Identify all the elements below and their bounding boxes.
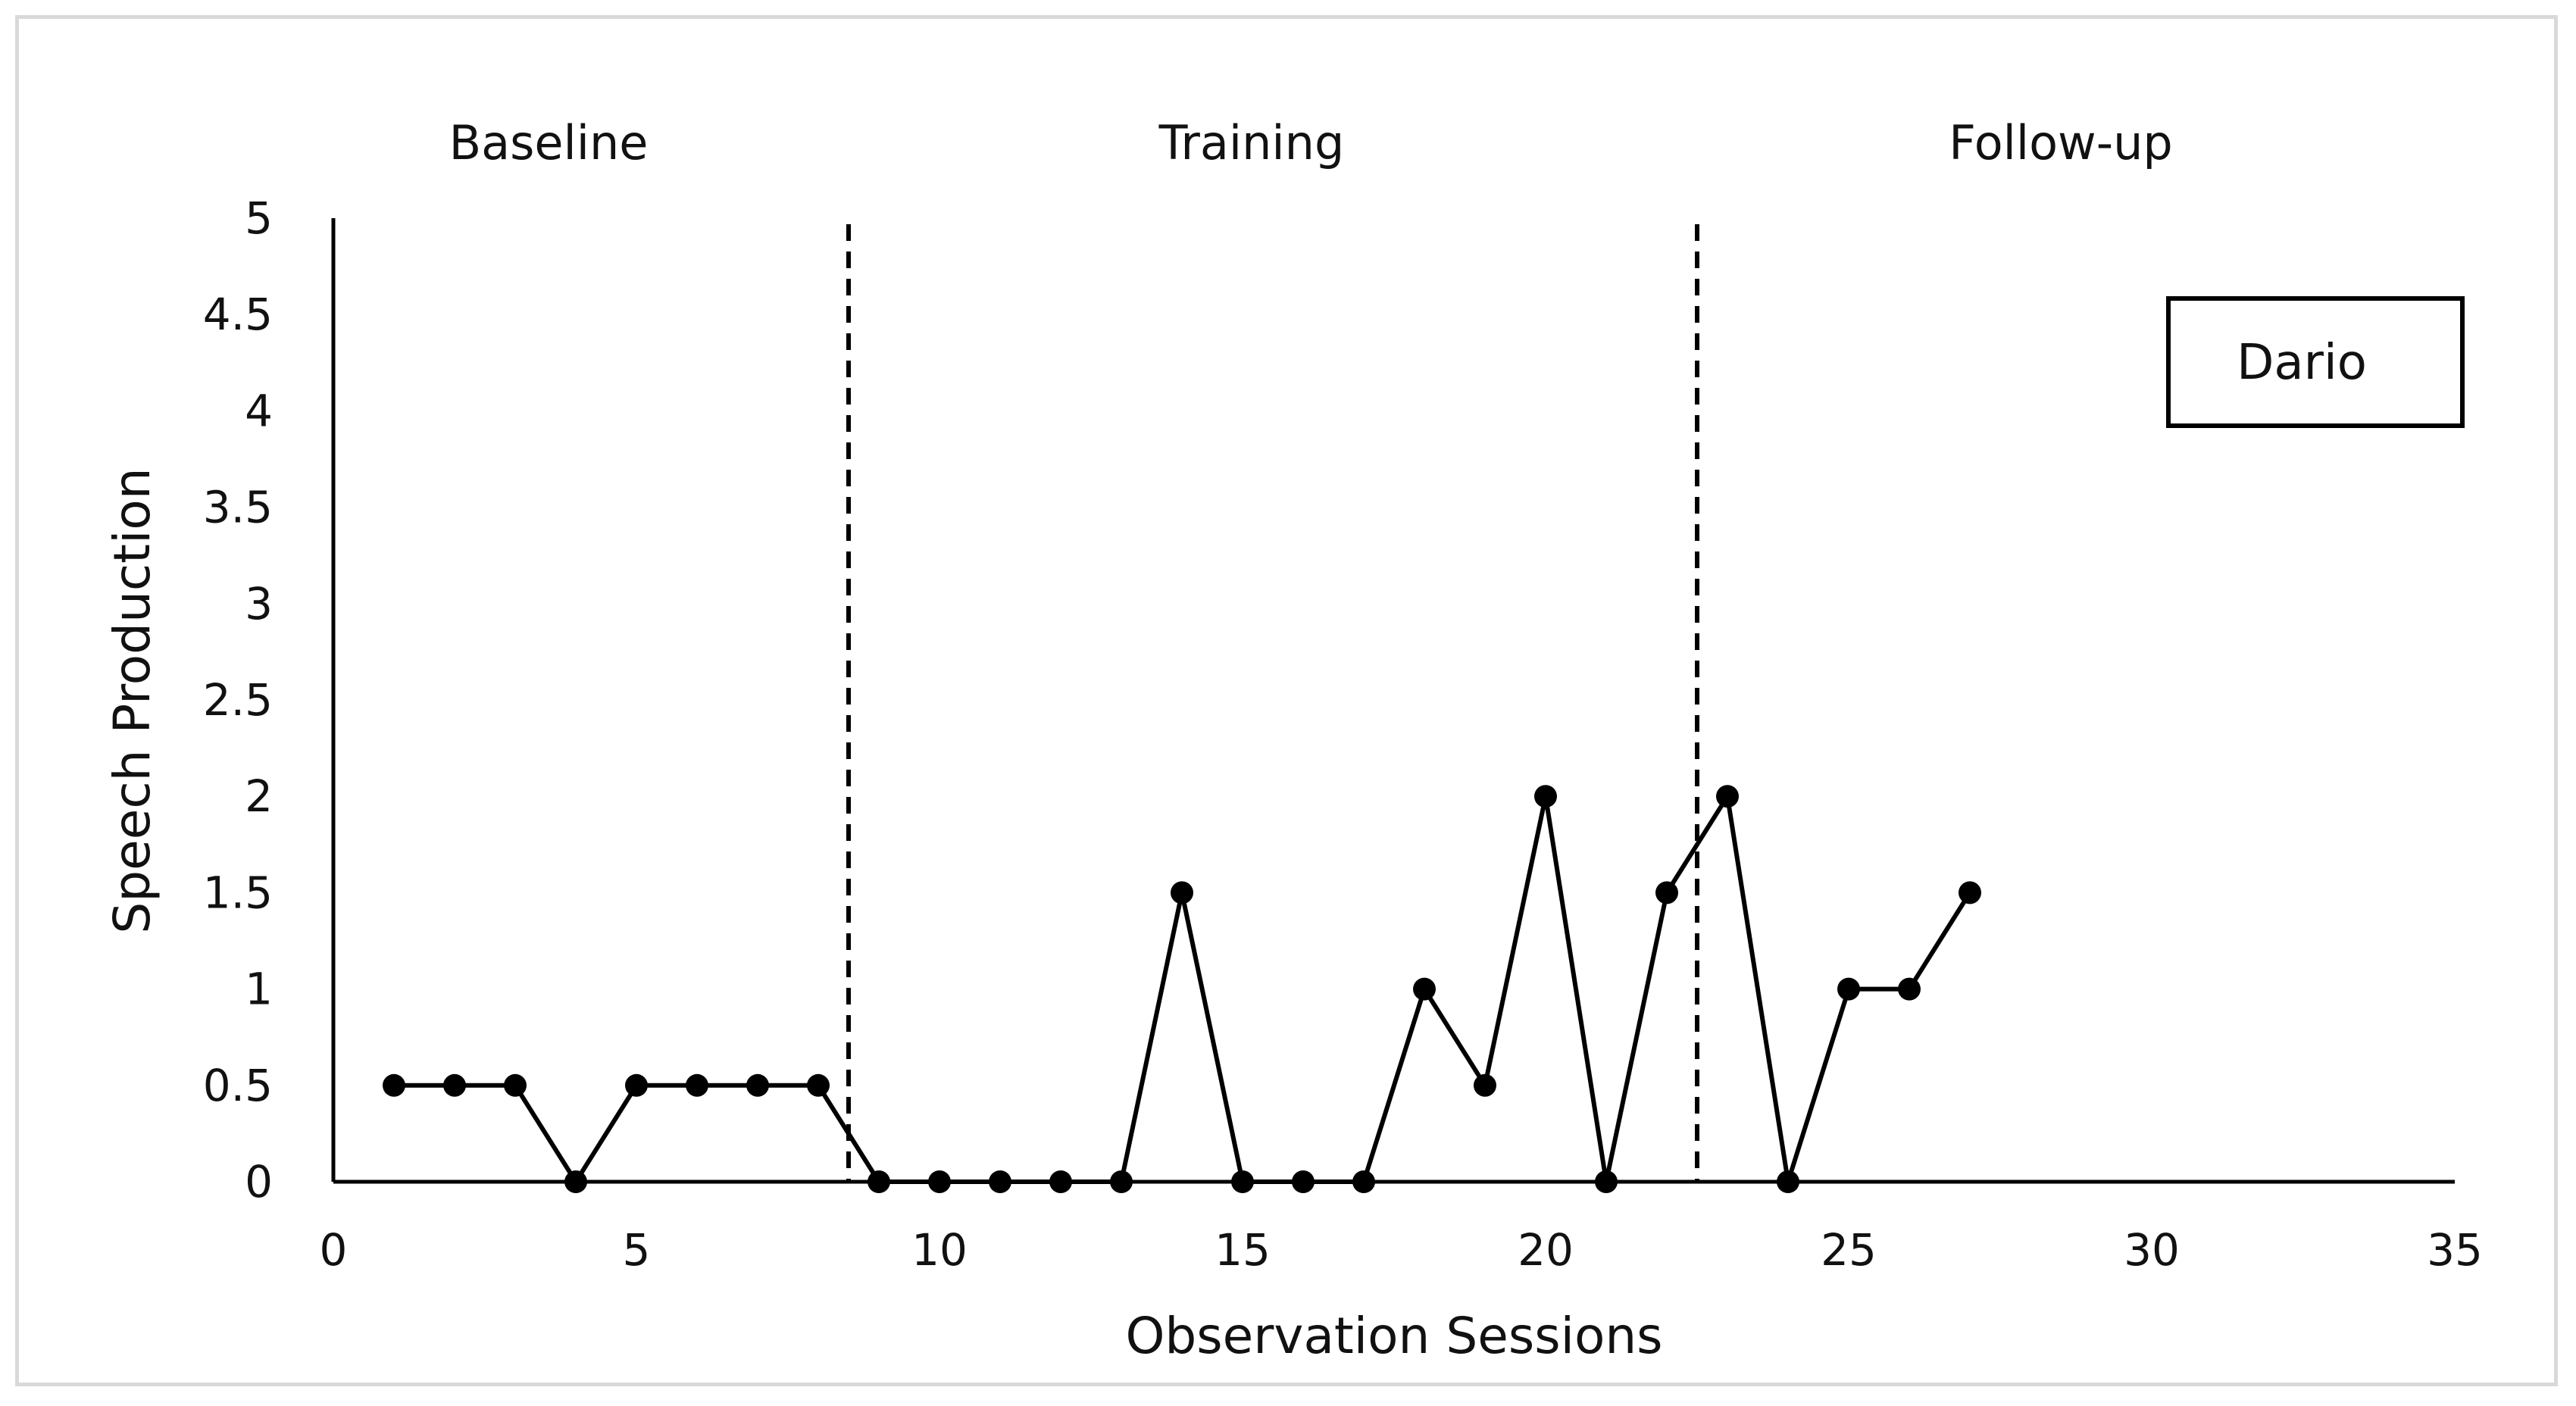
legend: Dario bbox=[2166, 296, 2465, 428]
phase-label: Baseline bbox=[449, 115, 649, 170]
data-point bbox=[1777, 1170, 1799, 1193]
y-tick-label: 4 bbox=[245, 385, 273, 436]
y-tick-label: 3 bbox=[245, 578, 273, 630]
y-tick-label: 2.5 bbox=[203, 674, 273, 726]
x-axis-title: Observation Sessions bbox=[1125, 1307, 1662, 1365]
x-tick-label: 15 bbox=[1215, 1224, 1271, 1276]
x-tick-label: 20 bbox=[1518, 1224, 1574, 1276]
data-point bbox=[868, 1170, 890, 1193]
legend-box bbox=[2166, 296, 2465, 428]
y-tick-label: 0 bbox=[245, 1156, 273, 1208]
data-point bbox=[1898, 977, 1921, 1001]
data-point bbox=[1049, 1170, 1072, 1193]
data-point bbox=[1959, 881, 1981, 905]
phase-dividers bbox=[846, 224, 1699, 1182]
data-point bbox=[1110, 1170, 1133, 1193]
data-point bbox=[383, 1073, 405, 1097]
data-point bbox=[504, 1073, 527, 1097]
axes bbox=[331, 218, 2455, 1184]
series bbox=[383, 785, 1981, 1193]
data-point bbox=[686, 1073, 708, 1097]
y-tick-label: 4.5 bbox=[203, 289, 273, 340]
data-point bbox=[1413, 977, 1436, 1001]
phase-label: Training bbox=[1158, 115, 1345, 170]
data-point bbox=[1352, 1170, 1375, 1193]
legend-label: Dario bbox=[2237, 335, 2367, 391]
data-point bbox=[1171, 881, 1193, 905]
tick-labels: 0 5 10 15 20 25 30 35 0 0.5 1 1.5 2 2.5 3 3.5 4 4.5 5 bbox=[203, 192, 2483, 1276]
data-point bbox=[1292, 1170, 1315, 1193]
data-point bbox=[807, 1073, 830, 1097]
x-tick-label: 35 bbox=[2427, 1224, 2483, 1276]
data-point bbox=[1655, 881, 1678, 905]
series-line bbox=[394, 789, 1972, 1186]
data-point bbox=[1595, 1170, 1618, 1193]
data-point bbox=[1534, 785, 1557, 808]
x-tick-label: 10 bbox=[911, 1224, 968, 1276]
x-tick-label: 0 bbox=[320, 1224, 348, 1276]
y-tick-label: 0.5 bbox=[203, 1060, 273, 1111]
phase-labels: Baseline Training Follow-up bbox=[449, 115, 2173, 170]
y-tick-label: 2 bbox=[245, 770, 273, 822]
data-point bbox=[564, 1170, 587, 1193]
data-point bbox=[989, 1170, 1011, 1193]
data-point bbox=[1716, 785, 1739, 808]
x-tick-label: 30 bbox=[2124, 1224, 2180, 1276]
chart-frame bbox=[15, 15, 2558, 1386]
data-point bbox=[1837, 977, 1860, 1001]
data-point bbox=[443, 1073, 466, 1097]
y-tick-label: 1.5 bbox=[203, 867, 273, 918]
x-tick-label: 5 bbox=[623, 1224, 651, 1276]
data-point bbox=[928, 1170, 951, 1193]
y-axis-title: Speech Production bbox=[103, 467, 161, 933]
y-tick-label: 5 bbox=[245, 192, 273, 244]
phase-label: Follow-up bbox=[1949, 115, 2173, 170]
x-tick-label: 25 bbox=[1821, 1224, 1877, 1276]
y-tick-label: 1 bbox=[245, 964, 273, 1015]
data-point bbox=[1474, 1073, 1496, 1097]
data-point bbox=[625, 1073, 648, 1097]
data-point bbox=[746, 1073, 769, 1097]
data-point bbox=[1231, 1170, 1254, 1193]
y-tick-label: 3.5 bbox=[203, 482, 273, 533]
